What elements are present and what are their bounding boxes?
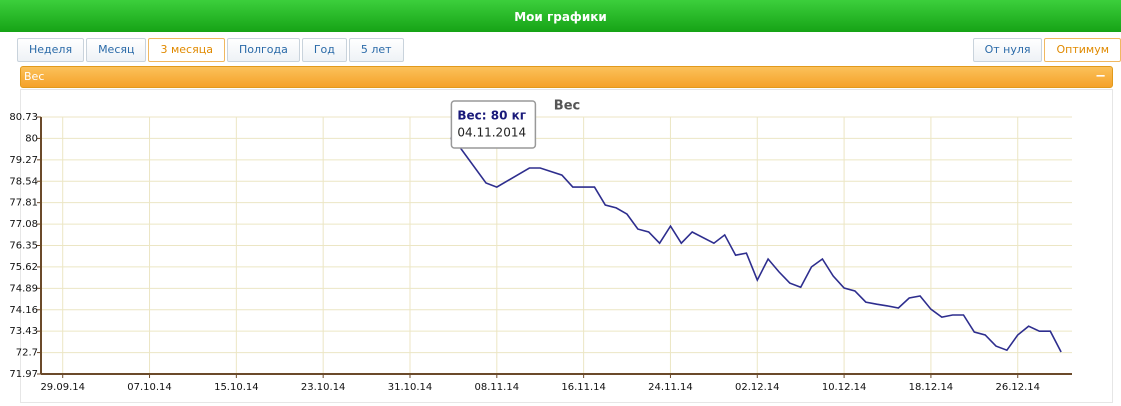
tab[interactable]: 3 месяца bbox=[148, 38, 225, 62]
tooltip-title: Вес: 80 кг bbox=[457, 109, 526, 123]
x-tick-label: 15.10.14 bbox=[214, 382, 259, 393]
scale-tabs: От нуля Оптимум bbox=[972, 38, 1121, 62]
x-tick-label: 10.12.14 bbox=[822, 382, 867, 393]
x-tick-label: 24.11.14 bbox=[648, 382, 693, 393]
y-tick-label: 79.27 bbox=[9, 155, 38, 166]
x-tick-label: 29.09.14 bbox=[40, 382, 85, 393]
y-tick-label: 77.81 bbox=[9, 198, 38, 209]
panel-body bbox=[20, 89, 1113, 403]
x-tick-label: 02.12.14 bbox=[735, 382, 780, 393]
tab[interactable]: От нуля bbox=[972, 38, 1043, 62]
y-tick-label: 77.08 bbox=[9, 219, 38, 230]
data-line bbox=[452, 137, 1062, 353]
y-tick-label: 73.43 bbox=[9, 326, 38, 337]
tab[interactable]: Полгода bbox=[226, 38, 300, 62]
x-tick-label: 07.10.14 bbox=[127, 382, 172, 393]
x-tick-label: 23.10.14 bbox=[301, 382, 346, 393]
y-tick-label: 72.7 bbox=[16, 348, 38, 359]
tab[interactable]: Год bbox=[301, 38, 347, 62]
tab[interactable]: Месяц bbox=[86, 38, 147, 62]
header: Мои графики bbox=[0, 0, 1121, 32]
y-tick-label: 76.35 bbox=[9, 241, 38, 252]
x-tick-label: 31.10.14 bbox=[388, 382, 433, 393]
tab[interactable]: Оптимум bbox=[1044, 38, 1121, 62]
x-tick-label: 26.12.14 bbox=[995, 382, 1040, 393]
x-tick-label: 16.11.14 bbox=[561, 382, 606, 393]
x-tick-label: 08.11.14 bbox=[475, 382, 520, 393]
x-tick-label: 18.12.14 bbox=[909, 382, 954, 393]
y-tick-label: 80.73 bbox=[9, 112, 38, 123]
period-tabs: Неделя Месяц 3 месяца Полгода Год 5 лет bbox=[17, 38, 406, 62]
y-tick-label: 74.89 bbox=[9, 283, 38, 294]
y-tick-label: 71.97 bbox=[9, 369, 38, 380]
tooltip-box bbox=[450, 100, 537, 149]
y-tick-label: 78.54 bbox=[9, 176, 38, 187]
chart-title: Вес bbox=[554, 99, 580, 114]
y-tick-label: 74.16 bbox=[9, 305, 38, 316]
tab[interactable]: 5 лет bbox=[348, 38, 404, 62]
panel-bar: Вес − bbox=[20, 66, 1113, 88]
collapse-button[interactable]: − bbox=[1095, 69, 1106, 84]
y-tick-label: 75.62 bbox=[9, 262, 38, 273]
y-tick-label: 80 bbox=[25, 133, 38, 144]
panel-title: Вес bbox=[24, 70, 45, 83]
tab[interactable]: Неделя bbox=[17, 38, 85, 62]
tooltip-date: 04.11.2014 bbox=[457, 126, 526, 140]
